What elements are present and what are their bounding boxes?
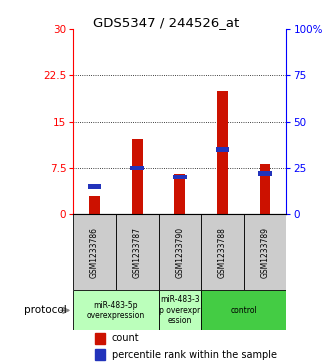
Text: GSM1233790: GSM1233790 (175, 227, 184, 278)
Bar (201, 290, 286, 330)
Text: protocol: protocol (24, 305, 67, 315)
Bar (116, 214, 159, 290)
Bar (73, 290, 159, 330)
Bar (73, 214, 116, 290)
Bar (217, 91, 228, 214)
Bar (95, 349, 105, 360)
Bar (258, 171, 272, 176)
Text: control: control (230, 306, 257, 315)
Bar (215, 147, 229, 151)
Bar (132, 139, 143, 214)
Bar (88, 184, 102, 188)
Text: miR-483-3
p overexpr
ession: miR-483-3 p overexpr ession (159, 295, 200, 325)
Text: GSM1233786: GSM1233786 (90, 227, 99, 278)
Bar (130, 166, 144, 170)
Bar (174, 174, 185, 214)
Bar (201, 214, 244, 290)
Text: count: count (112, 333, 139, 343)
Bar (95, 333, 105, 344)
Bar (89, 196, 100, 214)
Text: percentile rank within the sample: percentile rank within the sample (112, 350, 277, 359)
Bar (159, 214, 201, 290)
Text: GSM1233788: GSM1233788 (218, 227, 227, 278)
Bar (260, 164, 270, 214)
Text: GSM1233787: GSM1233787 (133, 227, 142, 278)
Text: GDS5347 / 244526_at: GDS5347 / 244526_at (93, 16, 240, 29)
Text: miR-483-5p
overexpression: miR-483-5p overexpression (87, 301, 145, 320)
Bar (159, 290, 201, 330)
Bar (173, 175, 187, 179)
Bar (244, 214, 286, 290)
Text: GSM1233789: GSM1233789 (260, 227, 270, 278)
